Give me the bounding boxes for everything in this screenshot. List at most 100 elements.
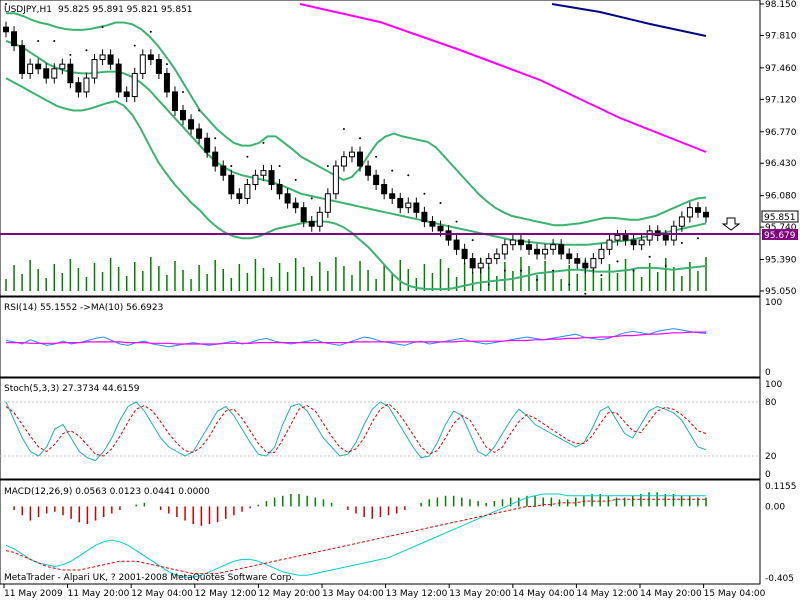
- price-pane: USDJPY,H1 95.825 95.891 95.821 95.851 98.…: [0, 0, 799, 297]
- candle-body: [469, 258, 476, 269]
- rsi-tick-label: 100: [765, 298, 782, 308]
- time-axis: 11 May 2009 11 May 20:00 12 May 04:00 12 Ma…: [3, 584, 766, 599]
- psar-dot: [69, 53, 72, 56]
- candle-body: [332, 165, 339, 195]
- psar-dot: [262, 141, 265, 144]
- candle-body: [228, 174, 235, 195]
- candle-body: [276, 184, 283, 195]
- time-tick-label: 14 May 12:00: [576, 589, 638, 599]
- candle-body: [51, 68, 58, 79]
- bollinger-bands: [5, 12, 707, 291]
- candle-body: [300, 207, 307, 223]
- ma-slow-line: [551, 3, 707, 37]
- candle-body: [11, 31, 18, 47]
- psar-dot: [246, 155, 249, 158]
- candle-body: [348, 151, 355, 158]
- macd-axis: 0.1155 0.00 -0.405: [765, 482, 797, 584]
- psar-dot: [519, 269, 522, 272]
- psar-dot: [230, 165, 233, 168]
- candle-body: [188, 119, 195, 130]
- candle-body: [542, 248, 549, 255]
- candle-body: [437, 225, 444, 232]
- current-price-tag: 95.851: [761, 210, 799, 223]
- candle-body: [421, 211, 428, 223]
- candle-body: [413, 202, 420, 213]
- price-tick-label: 95.740: [765, 223, 797, 233]
- candle-body: [574, 258, 581, 264]
- price-tick-label: 98.150: [765, 0, 797, 10]
- candle-body: [212, 151, 219, 167]
- candle-body: [91, 59, 98, 79]
- candle-body: [485, 258, 492, 264]
- candle-body: [445, 230, 452, 241]
- candle-body: [196, 128, 203, 139]
- candle-body: [558, 244, 565, 255]
- rsi-lines: [5, 328, 707, 348]
- candle-body: [147, 54, 154, 61]
- candle-body: [308, 221, 315, 227]
- candle-body: [220, 165, 227, 176]
- psar-dot: [439, 202, 442, 205]
- stoch-title: Stoch(5,3,3) 27.3734 44.6159: [4, 384, 140, 394]
- candle-body: [27, 63, 34, 74]
- stoch-pane: Stoch(5,3,3) 27.3734 44.6159 100 80 20 0: [0, 380, 782, 480]
- psar-dot: [664, 265, 667, 268]
- rsi-ma-line: [6, 331, 706, 345]
- rsi-pane: RSI(14) 55.1552 ->MA(10) 56.6923 100 0: [4, 298, 782, 378]
- candle-body: [453, 239, 460, 250]
- time-tick-label: 15 May 04:00: [704, 589, 766, 599]
- candle-body: [509, 239, 516, 246]
- candle-body: [115, 63, 122, 93]
- candle-body: [694, 207, 701, 213]
- candle-body: [284, 193, 291, 204]
- candle-body: [630, 239, 637, 246]
- psar-dot: [182, 90, 185, 93]
- candle-body: [365, 165, 372, 176]
- psar-dot: [310, 197, 313, 200]
- candle-body: [131, 72, 138, 98]
- time-tick-label: 13 May 20:00: [449, 589, 511, 599]
- psar-dot: [294, 178, 297, 181]
- macd-title: MACD(12,26,9) 0.0563 0.0123 0.0441 0.000…: [4, 487, 210, 497]
- parabolic-sar: [5, 3, 699, 295]
- price-tick-label: 95.390: [765, 256, 797, 266]
- candle-body: [381, 184, 388, 195]
- macd-lines: [5, 493, 706, 578]
- psar-dot: [552, 269, 555, 272]
- psar-dot: [359, 137, 362, 140]
- candle-body: [493, 253, 500, 260]
- psar-dot: [214, 137, 217, 140]
- stoch-lines: [0, 401, 760, 462]
- psar-dot: [503, 269, 506, 272]
- time-tick-label: 12 May 04:00: [131, 589, 193, 599]
- price-pane-frame: [0, 0, 761, 297]
- candle-body: [566, 253, 573, 260]
- hline-price-label: 95.679: [764, 231, 796, 241]
- candle-body: [405, 202, 412, 209]
- candle-body: [83, 77, 90, 93]
- candle-body: [324, 193, 331, 213]
- price-tick-label: 96.080: [765, 192, 797, 202]
- candle-body: [139, 54, 146, 74]
- candle-body: [590, 258, 597, 269]
- psar-dot: [632, 269, 635, 272]
- price-tick-label: 96.770: [765, 128, 797, 138]
- bollinger-middle: [5, 40, 707, 246]
- psar-dot: [584, 292, 587, 295]
- psar-dot: [342, 127, 345, 130]
- candle-body: [316, 211, 323, 227]
- time-tick-label: 11 May 20:00: [68, 589, 130, 599]
- psar-dot: [536, 278, 539, 281]
- price-tick-label: 97.120: [765, 95, 797, 105]
- candle-body: [397, 197, 404, 209]
- psar-dot: [133, 44, 136, 47]
- stoch-signal-line: [5, 403, 707, 457]
- time-tick-label: 12 May 20:00: [258, 589, 320, 599]
- candle-body: [292, 202, 299, 209]
- price-tick-label: 97.810: [765, 31, 797, 41]
- price-tick-label: 95.050: [765, 287, 797, 297]
- psar-dot: [391, 169, 394, 172]
- candle-body: [268, 170, 275, 186]
- macd-tick-label: -0.405: [765, 574, 794, 584]
